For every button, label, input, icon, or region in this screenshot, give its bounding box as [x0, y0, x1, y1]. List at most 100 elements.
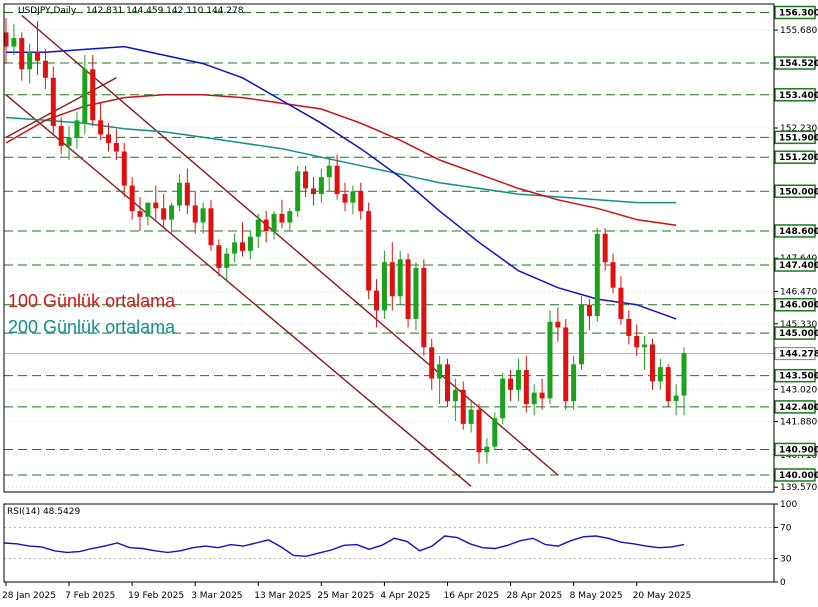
- level-box-label: 142.400: [779, 403, 818, 413]
- candle: [121, 143, 127, 197]
- candle-body: [263, 219, 269, 231]
- candle-body: [66, 137, 72, 146]
- candle-body: [358, 191, 364, 212]
- candle: [444, 358, 450, 407]
- candle: [484, 438, 490, 464]
- candle: [397, 250, 403, 305]
- candle-body: [452, 389, 458, 402]
- candle: [279, 199, 285, 229]
- candle: [649, 338, 655, 390]
- level-box-label: 154.520: [779, 59, 818, 69]
- candle-body: [681, 352, 687, 396]
- candle: [326, 157, 332, 192]
- level-box-label: 143.500: [779, 372, 818, 382]
- candle: [192, 191, 198, 234]
- candle: [413, 262, 419, 331]
- candle-body: [500, 378, 506, 419]
- candle: [50, 66, 56, 135]
- candle: [3, 18, 9, 64]
- level-box-frame: [774, 442, 816, 457]
- candle: [216, 239, 222, 277]
- candle-body: [594, 233, 600, 317]
- candle: [366, 202, 372, 300]
- candle-body: [665, 367, 671, 402]
- rsi-title: RSI(14) 48.5429: [7, 507, 80, 517]
- candle: [492, 412, 498, 450]
- candle: [476, 404, 482, 464]
- candle-body: [153, 202, 159, 209]
- ma50-line: [6, 45, 677, 320]
- rsi-line: [3, 535, 685, 558]
- candle-body: [508, 378, 514, 390]
- candle: [429, 338, 435, 390]
- candle-body: [303, 171, 309, 189]
- candle: [184, 168, 190, 214]
- candle: [255, 213, 261, 248]
- candle: [303, 165, 309, 197]
- candle-body: [563, 327, 569, 402]
- candle-body: [389, 262, 395, 297]
- candle: [263, 211, 269, 243]
- candle: [90, 55, 96, 126]
- candle-body: [539, 392, 545, 399]
- price-tick-label: 143.020: [780, 385, 817, 395]
- candle: [58, 117, 64, 155]
- price-tick-label: 139.570: [780, 483, 817, 493]
- candle: [153, 185, 159, 220]
- candle-body: [208, 208, 214, 246]
- candle: [508, 370, 514, 402]
- candle: [571, 355, 577, 410]
- level-box-frame: [774, 184, 816, 199]
- candle: [618, 276, 624, 325]
- candle: [247, 230, 253, 260]
- level-price-box: 156.300: [774, 5, 818, 20]
- candle-body: [579, 304, 585, 365]
- candle-body: [42, 60, 48, 78]
- level-box-label: 146.000: [779, 301, 818, 311]
- candle: [27, 43, 33, 84]
- candle-body: [35, 52, 41, 61]
- candle-body: [555, 321, 561, 328]
- support-resistance-levels: [4, 12, 774, 476]
- level-box-label: 151.200: [779, 153, 818, 163]
- candle: [500, 372, 506, 424]
- level-box-label: 148.600: [779, 227, 818, 237]
- ma200-line: [5, 116, 677, 204]
- candle: [515, 358, 521, 402]
- candle: [452, 378, 458, 422]
- candle-body: [571, 364, 577, 402]
- candle: [437, 355, 443, 405]
- candle-body: [484, 446, 490, 453]
- candle: [66, 126, 72, 161]
- candle: [342, 182, 348, 212]
- candle-body: [176, 182, 182, 206]
- candle-body: [531, 392, 537, 405]
- candle-body: [366, 211, 372, 291]
- level-box-label: 140.900: [779, 445, 818, 455]
- candle: [42, 49, 48, 90]
- candle-body: [200, 208, 206, 223]
- candle: [11, 23, 17, 56]
- candle: [176, 174, 182, 212]
- candle: [208, 199, 214, 251]
- candle: [563, 318, 569, 410]
- rsi-tick-label: 100: [780, 500, 797, 510]
- candle-body: [586, 304, 592, 317]
- candle: [468, 401, 474, 433]
- candle-body: [437, 364, 443, 379]
- channel-lower-line: [5, 94, 472, 487]
- time-tick-label: 8 May 2025: [570, 591, 623, 601]
- candle-body: [413, 267, 419, 319]
- candle-body: [58, 126, 64, 146]
- candle-body: [192, 205, 198, 223]
- candle: [19, 32, 25, 81]
- level-price-box: 148.600: [774, 224, 818, 238]
- level-box-label: 151.900: [779, 133, 818, 143]
- level-price-box: 153.400: [774, 88, 818, 102]
- candle: [665, 364, 671, 407]
- candle-body: [27, 52, 33, 70]
- level-price-box: 140.000: [774, 468, 818, 482]
- candle-body: [350, 191, 356, 203]
- level-box-frame: [774, 150, 816, 164]
